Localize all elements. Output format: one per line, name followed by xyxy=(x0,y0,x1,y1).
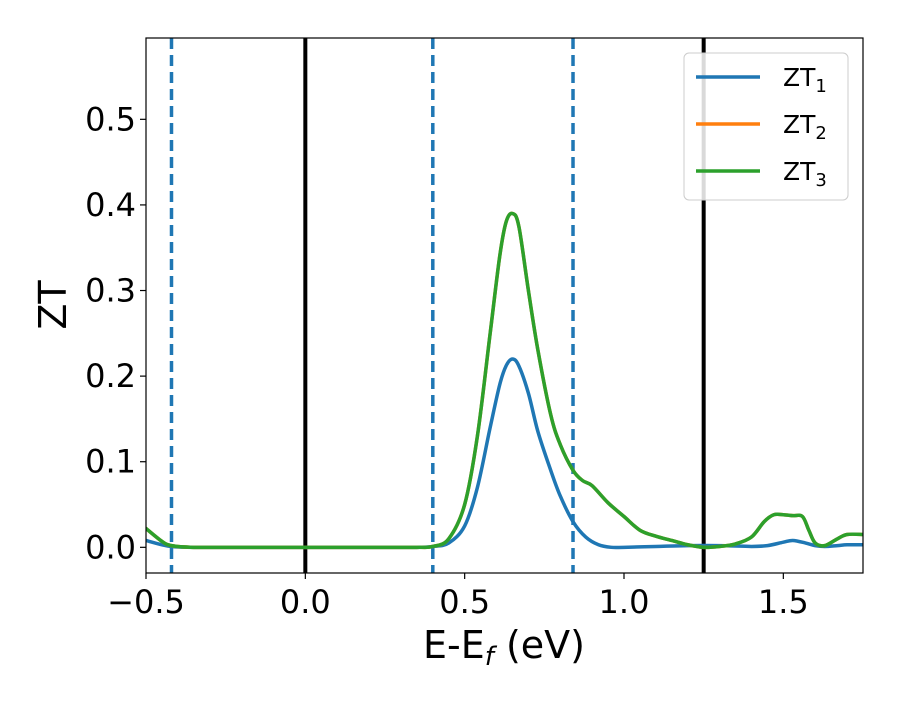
x-tick-label: 1.0 xyxy=(599,583,650,621)
y-tick-label: 0.3 xyxy=(85,272,136,310)
legend-label-3: ZT3 xyxy=(783,157,827,191)
series-line-2 xyxy=(146,211,863,550)
series-line-1 xyxy=(146,357,863,550)
x-axis-label: E-Ef (eV) xyxy=(423,623,585,672)
y-tick-label: 0.2 xyxy=(85,357,136,395)
series-line-3 xyxy=(146,211,863,550)
plot-frame xyxy=(145,37,864,574)
legend-label-1: ZT1 xyxy=(783,63,827,97)
y-axis-ticks: 0.0 0.1 0.2 0.3 0.4 0.5 xyxy=(85,100,146,566)
y-tick-label: 0.1 xyxy=(85,443,136,481)
x-tick-label: 1.5 xyxy=(758,583,809,621)
legend-label-2: ZT2 xyxy=(783,110,827,144)
legend-frame xyxy=(683,52,849,201)
series-lines xyxy=(146,211,863,550)
reference-lines xyxy=(169,38,706,573)
y-axis-label: ZT xyxy=(31,280,75,330)
y-tick-label: 0.4 xyxy=(85,186,136,224)
x-axis-ticks: −0.5 0.0 0.5 1.0 1.5 xyxy=(107,573,809,621)
legend: ZT1 ZT2 ZT3 xyxy=(683,52,849,201)
x-axis-label-tail: (eV) xyxy=(494,623,585,667)
x-tick-label: −0.5 xyxy=(107,583,185,621)
y-tick-label: 0.0 xyxy=(85,528,136,566)
x-tick-label: 0.5 xyxy=(439,583,490,621)
y-tick-label: 0.5 xyxy=(85,100,136,138)
x-axis-label-main: E-E xyxy=(423,623,485,667)
x-tick-label: 0.0 xyxy=(280,583,331,621)
